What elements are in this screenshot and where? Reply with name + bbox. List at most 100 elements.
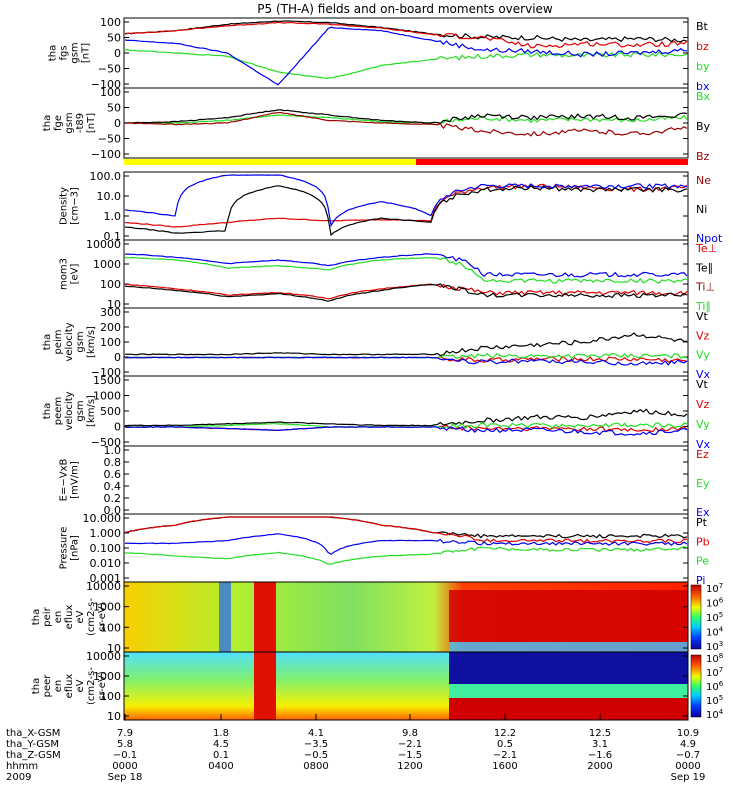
y-tick-label: −50: [98, 133, 121, 146]
colorbar: [690, 654, 702, 718]
xaxis-value: 0800: [303, 761, 328, 772]
legend-entry: By: [696, 120, 711, 133]
y-tick-label: 0.6: [104, 468, 122, 481]
figure-title: P5 (TH-A) fields and on-board moments ov…: [257, 2, 553, 16]
xaxis-value: −1.6: [588, 750, 612, 761]
ylabel-line: tha: [31, 678, 42, 694]
xaxis-value: −3.5: [304, 739, 328, 750]
colorbar-tick-label: 106: [706, 680, 724, 693]
ylabel-line: peir: [42, 606, 53, 626]
y-tick-label: 100: [100, 278, 121, 291]
legend-entry: Ti⊥: [695, 281, 715, 294]
y-tick-label: 1500: [93, 374, 121, 387]
series-line: [124, 408, 688, 427]
panel-frame: [123, 651, 689, 721]
xaxis-value: 10.9: [677, 728, 699, 739]
ylabel-line: gsm: [75, 400, 86, 421]
panel-6: 1500 1000 500 0 −500 thapeemvelocitygsm[km/s]…: [42, 374, 711, 451]
ylabel-line: (cm2-s-: [86, 667, 97, 705]
ylabel-line: Pressure: [59, 527, 70, 570]
panel-ylabel: thapeerenefluxeV(cm2-s-sr-eV): [31, 667, 108, 705]
y-tick-label: 1000: [93, 390, 121, 403]
legend-entry: Te∥: [695, 261, 713, 274]
legend-entry: Te⊥: [695, 242, 717, 255]
ylabel-line: gsm: [75, 331, 86, 352]
ylabel-line: tha: [48, 45, 59, 61]
y-tick-label: −100: [91, 366, 121, 379]
panel-ylabel: thapeemvelocitygsm[km/s]: [42, 391, 97, 430]
ion-spectrogram-band: [219, 582, 231, 652]
colorbar-exponent: 6: [719, 680, 724, 688]
panel-frame: [123, 375, 689, 447]
xaxis-value: 0.1: [213, 750, 229, 761]
ylabel-line: tha: [42, 403, 53, 419]
ylabel-line: velocity: [64, 322, 75, 361]
colorbar-exponent: 7: [719, 582, 723, 590]
colorbar-tick-label: 107: [706, 582, 723, 595]
legend-entry: bx: [696, 80, 710, 93]
xaxis-value: 1.8: [213, 728, 229, 739]
ylabel-line: eflux: [64, 605, 75, 630]
y-tick-label: 0.8: [104, 456, 122, 469]
y-tick-label: 10: [107, 642, 121, 655]
y-tick-label: 100: [100, 621, 121, 634]
xaxis-value: 2000: [587, 761, 612, 772]
colorbar-exponent: 5: [719, 694, 723, 702]
y-tick-label: 1.000: [90, 527, 122, 540]
legend-entry: Bt: [696, 20, 709, 33]
xaxis-row-label: 2009: [6, 772, 31, 783]
y-tick-label: 1.0: [104, 210, 122, 223]
panel-2: 100 50 0 −50 −100 thafgegsm-t89[nT] Bx By Bz: [42, 86, 711, 163]
series-line: [124, 283, 688, 300]
y-tick-label: 0.010: [90, 557, 122, 570]
xaxis-value: 7.9: [117, 728, 133, 739]
y-tick-label: 50: [107, 32, 121, 45]
y-tick-label: 10000: [86, 650, 121, 663]
legend-entry: Vx: [696, 438, 711, 451]
xaxis-row-label: hhmm: [6, 761, 38, 772]
y-tick-label: 0.0: [104, 504, 122, 517]
series-line: [124, 184, 688, 237]
panel-5: 300 200 100 0 −100 thapeimvelocitygsm[km/s] Vt…: [42, 306, 711, 381]
legend-entry: Ne: [696, 174, 711, 187]
panel-ylabel: mom3[eV]: [59, 258, 81, 290]
legend-entry: Ey: [696, 477, 710, 490]
ylabel-line: peer: [42, 674, 53, 698]
xaxis-value: −2.1: [493, 750, 517, 761]
xaxis-row-label: tha_Y-GSM: [6, 739, 59, 750]
panel-frame: [123, 17, 689, 89]
panel-ylabel: thapeimvelocitygsm[km/s]: [42, 322, 97, 361]
colorbar-tick-label: 104: [706, 708, 724, 721]
panel-10: 10000 1000 100 10 thapeerenefluxeV(cm2-s-sr-…: [31, 650, 724, 723]
ylabel-line: [km/s]: [86, 326, 97, 358]
xaxis-value: 0000: [675, 761, 700, 772]
y-tick-label: 1.0: [104, 444, 122, 457]
y-tick-label: 100.0: [90, 170, 122, 183]
series-line: [124, 21, 688, 49]
series-line: [124, 356, 688, 366]
ylabel-line: en: [53, 680, 64, 693]
ylabel-line: -t89: [75, 113, 86, 133]
panel-7: 1.00.80.60.40.20.0 E=−VxB[mV/m] Ez Ey Ex: [59, 444, 710, 519]
y-tick-label: 10: [107, 298, 121, 311]
series-line: [124, 109, 688, 125]
colorbar-exponent: 4: [719, 708, 724, 716]
y-tick-label: −100: [91, 148, 121, 161]
y-tick-label: 1000: [93, 670, 121, 683]
y-tick-label: 300: [100, 306, 121, 319]
legend-entry: Ex: [696, 506, 710, 519]
panel-9: 10000 1000 100 10 thapeirenefluxeV(cm2-s-sr-…: [31, 580, 724, 655]
xaxis-value: 4.9: [680, 739, 696, 750]
series-line: [124, 111, 688, 137]
legend-entry: Vz: [696, 398, 710, 411]
y-tick-label: 0: [114, 117, 121, 130]
ylabel-line: [cm−3]: [70, 187, 81, 225]
colorbar-exponent: 7: [719, 666, 723, 674]
panel-3: 100.0 10.0 1.0 0.1 Density[cm−3] Ne Ni Npot: [59, 170, 723, 245]
xaxis-value: −2.1: [398, 739, 422, 750]
ylabel-line: (cm2-s-: [86, 598, 97, 636]
colorbar-exponent: 4: [719, 626, 724, 634]
colorbar-tick-label: 105: [706, 611, 723, 624]
ylabel-line: [mV/m]: [70, 461, 81, 499]
xaxis-value: 0400: [208, 761, 233, 772]
